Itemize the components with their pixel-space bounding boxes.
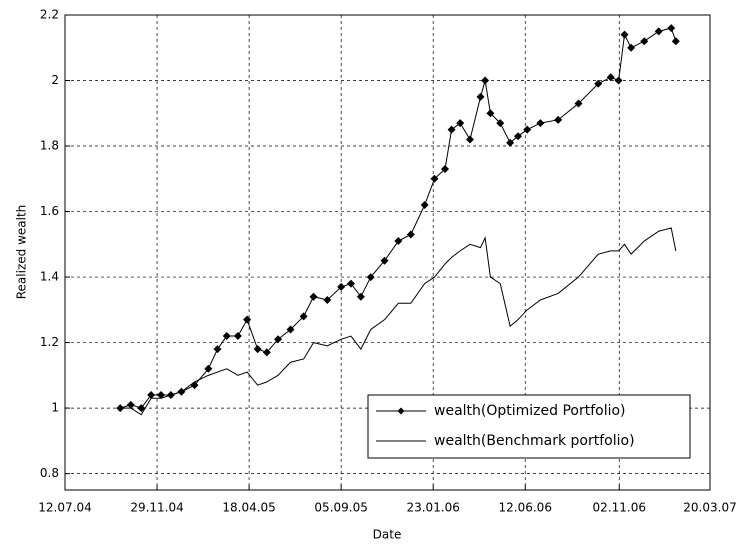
marker — [574, 99, 583, 108]
legend-label: wealth(Optimized Portfolio) — [434, 403, 626, 419]
series-line — [120, 27, 677, 409]
marker — [222, 332, 231, 341]
y-tick-label: 1.6 — [40, 204, 59, 218]
series-line — [120, 227, 677, 416]
marker — [671, 37, 680, 46]
marker — [640, 37, 649, 46]
x-tick-label: 23.01.06 — [406, 501, 459, 515]
marker — [620, 30, 629, 39]
marker — [447, 125, 456, 134]
marker — [380, 256, 389, 265]
marker — [614, 76, 623, 85]
marker — [337, 282, 346, 291]
marker — [606, 73, 615, 82]
y-tick-label: 1.4 — [40, 270, 59, 284]
marker — [654, 27, 663, 36]
x-tick-label: 02.11.06 — [593, 501, 646, 515]
y-tick-label: 1 — [51, 401, 59, 415]
x-tick-label: 20.03.07 — [683, 501, 736, 515]
marker — [262, 348, 271, 357]
marker — [366, 273, 375, 282]
x-tick-label: 12.07.04 — [38, 501, 91, 515]
marker — [594, 79, 603, 88]
marker — [456, 119, 465, 128]
legend-box — [367, 394, 691, 459]
legend-label: wealth(Benchmark portfolio) — [434, 433, 635, 449]
marker — [496, 119, 505, 128]
marker — [137, 404, 146, 413]
marker — [514, 132, 523, 141]
marker — [323, 296, 332, 304]
marker — [253, 345, 262, 354]
marker — [147, 391, 156, 399]
marker — [204, 364, 213, 373]
marker — [441, 164, 450, 173]
x-tick-label: 29.11.04 — [130, 501, 183, 515]
x-tick-label: 05.09.05 — [314, 501, 367, 515]
marker — [309, 292, 318, 301]
marker — [430, 174, 439, 183]
marker — [286, 325, 295, 334]
y-axis-label: Realized wealth — [15, 205, 29, 300]
legend-marker — [397, 407, 405, 415]
marker — [481, 76, 490, 85]
marker — [356, 292, 365, 301]
marker — [466, 135, 475, 144]
marker — [667, 24, 676, 33]
marker — [536, 119, 545, 128]
marker — [523, 125, 532, 134]
marker — [347, 279, 356, 288]
marker — [243, 315, 252, 324]
y-tick-label: 1.8 — [40, 139, 59, 153]
y-tick-label: 2.2 — [40, 8, 59, 22]
marker — [156, 391, 165, 399]
marker — [486, 109, 495, 118]
marker — [274, 335, 283, 344]
x-tick-label: 12.06.06 — [499, 501, 552, 515]
marker — [406, 230, 415, 239]
y-tick-label: 2 — [51, 73, 59, 87]
marker — [506, 138, 515, 147]
marker — [126, 400, 135, 409]
marker — [627, 43, 636, 52]
marker — [420, 201, 429, 209]
marker — [299, 312, 308, 321]
y-tick-label: 0.8 — [40, 466, 59, 480]
marker — [554, 115, 563, 124]
y-tick-label: 1.2 — [40, 335, 59, 349]
marker — [233, 332, 242, 341]
x-axis-label: Date — [373, 528, 402, 542]
marker — [394, 237, 403, 246]
x-tick-label: 18.04.05 — [222, 501, 275, 515]
marker — [476, 92, 485, 101]
marker — [213, 345, 222, 354]
